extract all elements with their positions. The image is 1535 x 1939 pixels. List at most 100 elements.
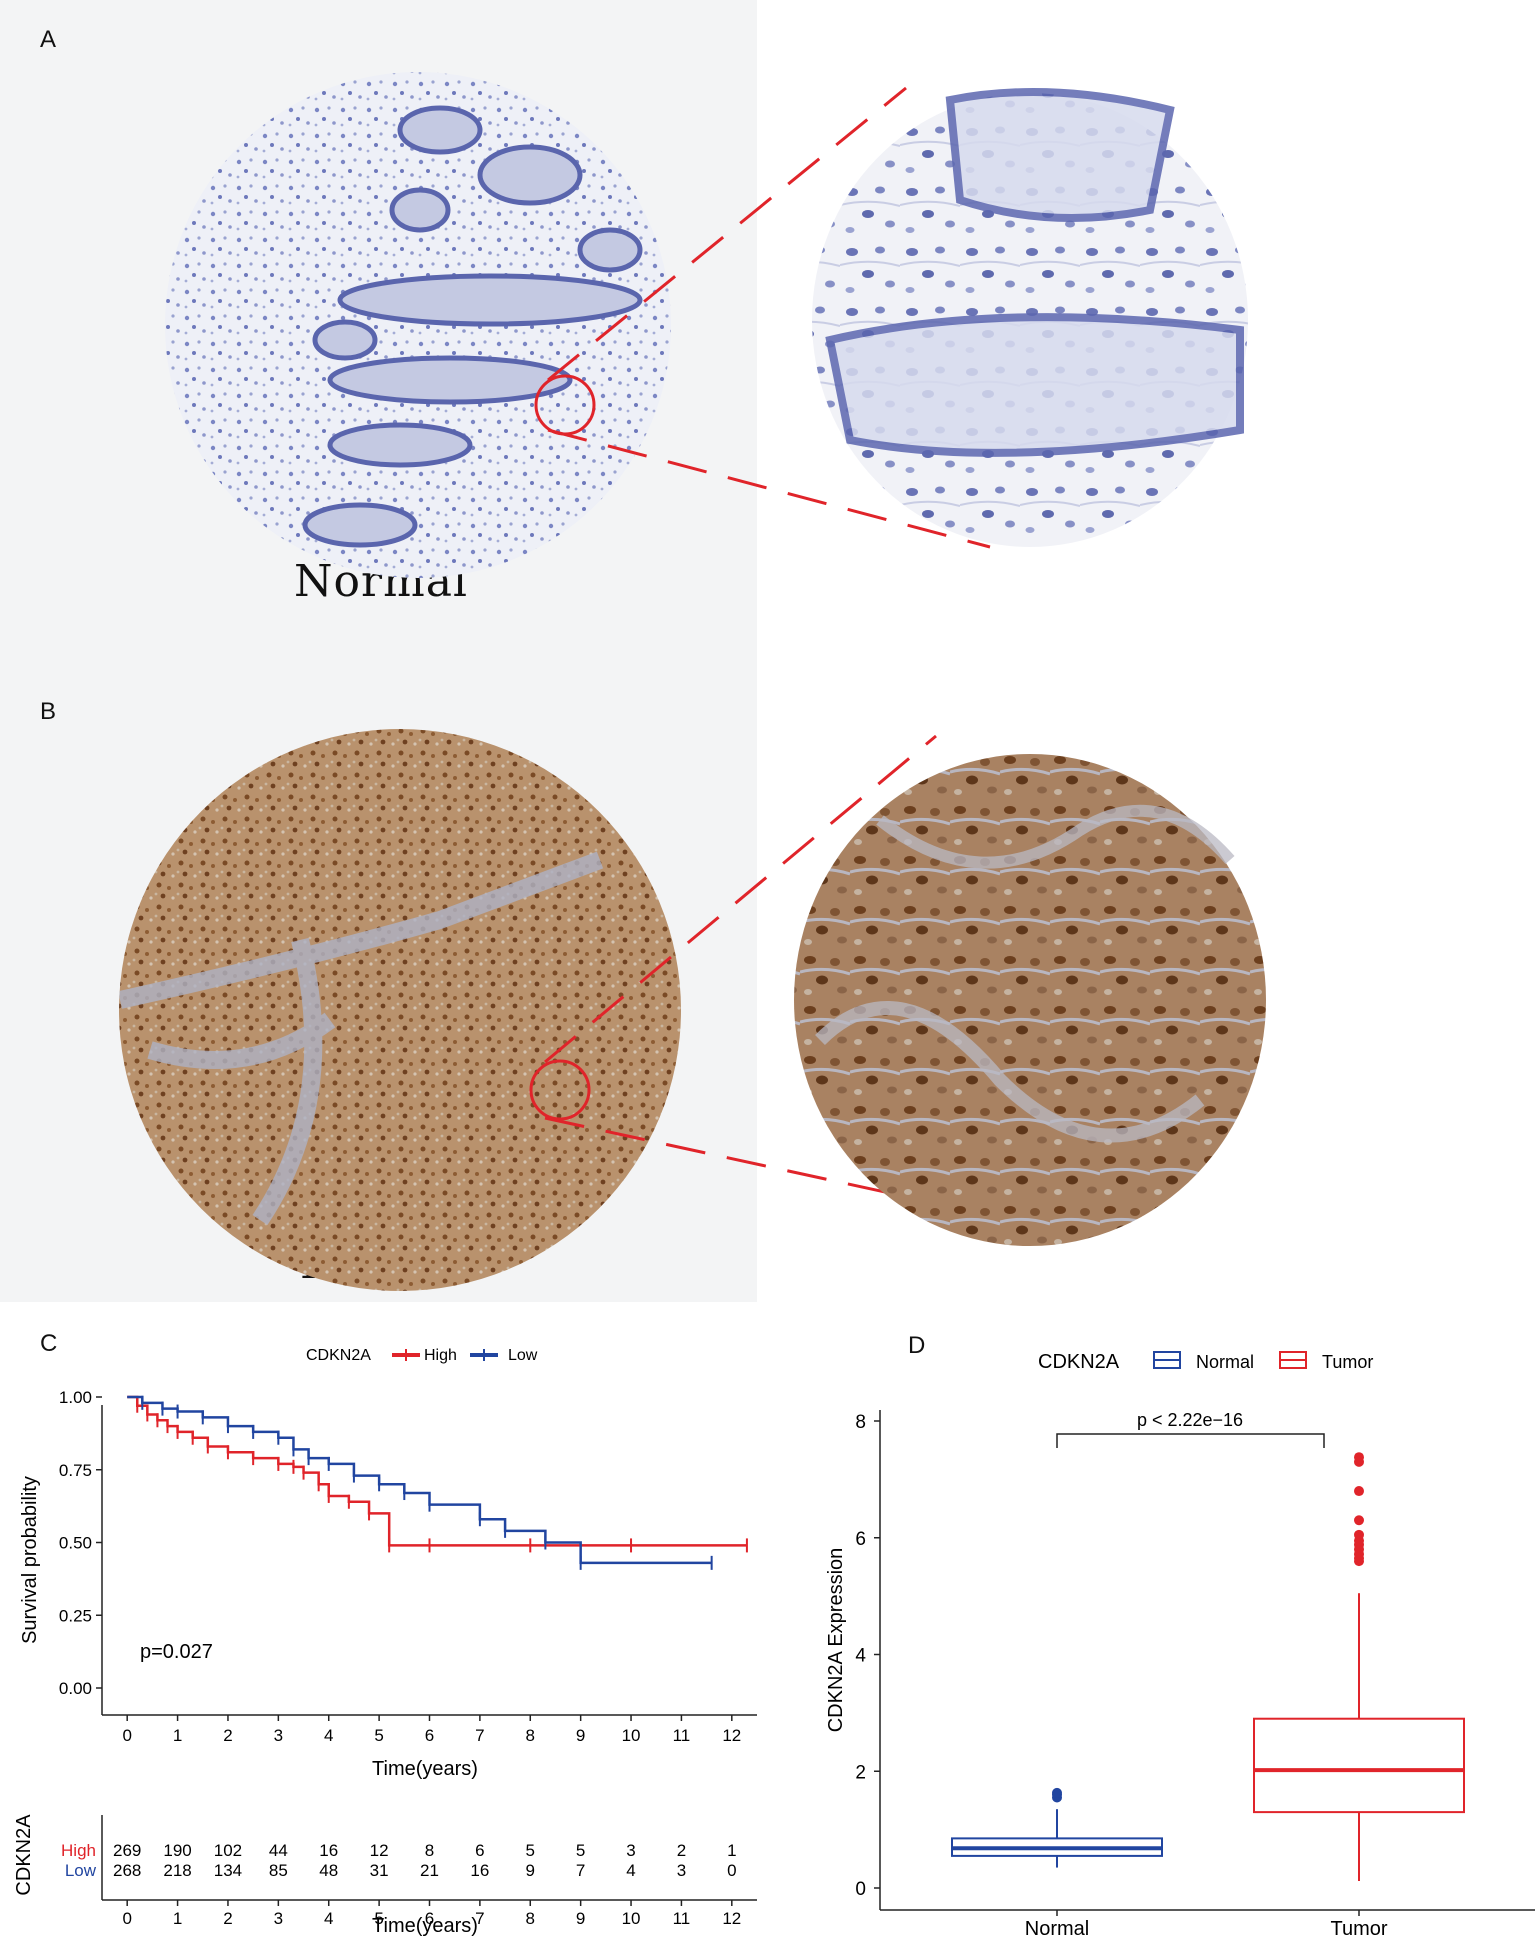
- risk-x-tick-label: 5: [374, 1909, 383, 1928]
- km-y-tick-label: 0.75: [59, 1461, 92, 1480]
- risk-cell-high: 6: [475, 1841, 484, 1860]
- risk-cell-low: 134: [214, 1861, 242, 1880]
- km-x-tick-label: 9: [576, 1726, 585, 1745]
- box-outlier: [1354, 1515, 1364, 1526]
- risk-cell-low: 3: [677, 1861, 686, 1880]
- panel-a-letter: A: [40, 26, 57, 53]
- km-x-tick-label: 11: [673, 1726, 691, 1745]
- box-x-tick-label: Normal: [1025, 1918, 1089, 1939]
- km-x-tick-label: 5: [374, 1726, 383, 1745]
- significance-bracket: p < 2.22e−16: [1056, 1410, 1325, 1448]
- km-x-tick-label: 7: [475, 1726, 484, 1745]
- km-x-tick-label: 1: [173, 1726, 182, 1745]
- risk-x-tick-label: 10: [622, 1909, 641, 1928]
- risk-cell-high: 16: [319, 1841, 338, 1860]
- risk-x-tick-label: 7: [475, 1909, 484, 1928]
- risk-cell-high: 44: [269, 1841, 288, 1860]
- km-x-tick-label: 0: [122, 1726, 131, 1745]
- risk-cell-low: 218: [163, 1861, 191, 1880]
- box-y-tick-label: 8: [855, 1412, 866, 1433]
- risk-x-tick-label: 2: [223, 1909, 232, 1928]
- normal-zoom-lines: [547, 86, 991, 549]
- risk-x-tick-label: 11: [673, 1909, 691, 1928]
- risk-cell-high: 1: [727, 1841, 736, 1860]
- box-p-value: p < 2.22e−16: [1137, 1410, 1243, 1430]
- km-y-tick-label: 0.50: [59, 1534, 92, 1553]
- box-legend-tumor-label: Tumor: [1322, 1352, 1373, 1372]
- risk-row-label-high: High: [61, 1841, 96, 1860]
- risk-cell-low: 4: [626, 1861, 635, 1880]
- panel-c-letter: C: [40, 1330, 58, 1357]
- km-legend: CDKN2A High Low: [306, 1347, 538, 1364]
- risk-x-tick-label: 3: [274, 1909, 283, 1928]
- risk-cell-low: 9: [526, 1861, 535, 1880]
- risk-x-tick-label: 0: [122, 1909, 131, 1928]
- box-y-axis-label: CDKN2A Expression: [825, 1548, 847, 1733]
- km-p-value: p=0.027: [140, 1641, 213, 1663]
- km-curve-high: [127, 1395, 747, 1547]
- risk-cell-low: 48: [319, 1861, 338, 1880]
- km-y-tick-label: 0.25: [59, 1606, 92, 1625]
- km-x-axis-label: Time(years): [372, 1758, 478, 1780]
- km-y-tick-label: 0.00: [59, 1679, 92, 1698]
- box-tumor: Tumor: [1253, 1452, 1465, 1939]
- risk-x-tick-label: 4: [324, 1909, 333, 1928]
- risk-cell-high: 8: [425, 1841, 434, 1860]
- risk-cell-high: 190: [163, 1841, 191, 1860]
- box-y-tick-label: 2: [855, 1762, 866, 1783]
- panel-d-letter: D: [908, 1332, 926, 1359]
- km-y-axis-label: Survival probability: [19, 1476, 41, 1644]
- box-outlier: [1354, 1486, 1364, 1497]
- box-y-tick-label: 0: [855, 1879, 866, 1900]
- risk-cell-low: 85: [269, 1861, 288, 1880]
- risk-cell-low: 31: [370, 1861, 389, 1880]
- risk-x-tick-label: 1: [173, 1909, 182, 1928]
- risk-cell-high: 102: [214, 1841, 242, 1860]
- risk-cell-high: 3: [626, 1841, 635, 1860]
- risk-x-axis-label: Time(years): [372, 1915, 478, 1937]
- box-chart: CDKN2A Normal Tumor 0 2 4 6 8 CDKN2A Express…: [825, 1351, 1535, 1939]
- box-x-tick-label: Tumor: [1330, 1918, 1387, 1939]
- km-y-tick-label: 1.00: [59, 1388, 92, 1407]
- risk-cell-low: 7: [576, 1861, 585, 1880]
- km-x-tick-label: 8: [526, 1726, 535, 1745]
- risk-x-tick-label: 8: [526, 1909, 535, 1928]
- risk-cell-low: 0: [727, 1861, 736, 1880]
- km-x-tick-label: 12: [722, 1726, 741, 1745]
- km-curve-low: [127, 1395, 712, 1565]
- km-x-tick-label: 3: [274, 1726, 283, 1745]
- box-y-tick-label: 4: [855, 1646, 866, 1667]
- km-x-tick-label: 2: [223, 1726, 232, 1745]
- normal-tissue-core: [165, 72, 671, 578]
- risk-cell-high: 5: [526, 1841, 535, 1860]
- risk-cell-low: 16: [470, 1861, 489, 1880]
- risk-cell-high: 2: [677, 1841, 686, 1860]
- box-y-tick-label: 6: [855, 1529, 866, 1550]
- risk-row-label-low: Low: [65, 1861, 97, 1880]
- risk-x-tick-label: 6: [425, 1909, 434, 1928]
- box-outlier: [1354, 1529, 1364, 1540]
- km-legend-title: CDKN2A: [306, 1347, 371, 1364]
- risk-table-title: CDKN2A: [13, 1814, 35, 1896]
- panel-b-letter: B: [40, 698, 57, 725]
- significance-bracket-line: [1056, 1433, 1325, 1448]
- km-legend-low-label: Low: [508, 1347, 538, 1364]
- km-legend-high-label: High: [424, 1347, 457, 1364]
- risk-cell-low: 21: [420, 1861, 439, 1880]
- km-x-tick-label: 10: [622, 1726, 641, 1745]
- risk-table: CDKN2A High Low 269 190 102 44 16 12 8 6 5 5 3 2 126…: [13, 1814, 757, 1937]
- km-x-tick-label: 4: [324, 1726, 333, 1745]
- box-legend-normal-label: Normal: [1196, 1352, 1254, 1372]
- risk-x-tick-label: 12: [722, 1909, 741, 1928]
- tumor-tissue-core: [119, 729, 681, 1291]
- tumor-zoom-marker: [529, 1059, 591, 1121]
- risk-cell-high: 12: [370, 1841, 389, 1860]
- tumor-zoom-view: [794, 754, 1266, 1246]
- box-normal: Normal: [951, 1787, 1163, 1939]
- risk-cell-low: 268: [113, 1861, 141, 1880]
- risk-cell-high: 5: [576, 1841, 585, 1860]
- risk-cell-high: 269: [113, 1841, 141, 1860]
- box-outlier: [1052, 1787, 1062, 1798]
